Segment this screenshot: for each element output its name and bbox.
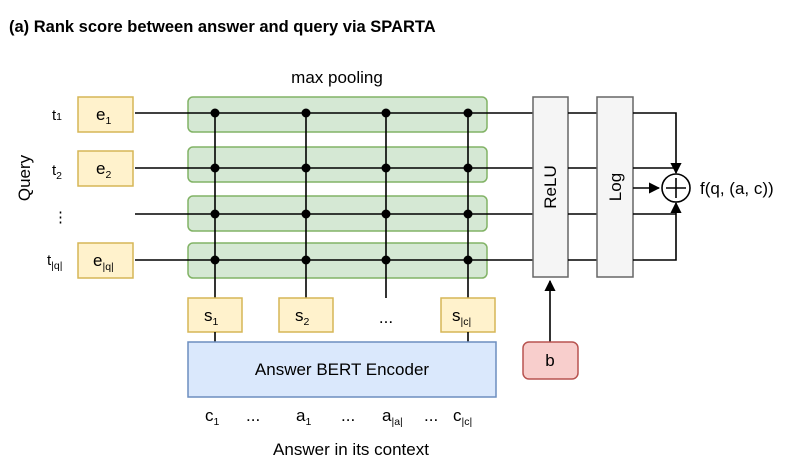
context-token: c|c| (453, 406, 472, 428)
query-lines (135, 112, 533, 261)
context-tokens: c1 ... a1 ... a|a| ... c|c| (205, 406, 472, 428)
bias-label: b (545, 351, 554, 370)
bias-box (522, 341, 579, 380)
encoder-connectors (214, 332, 469, 342)
answer-context-label: Answer in its context (273, 440, 429, 459)
query-embedding: e1 (96, 105, 111, 127)
query-token: t|q| (47, 252, 62, 272)
s-box-label: s2 (295, 306, 310, 328)
query-label: Query (15, 154, 34, 201)
context-token: a|a| (382, 406, 403, 428)
answer-encoder-label: Answer BERT Encoder (255, 360, 430, 379)
context-token: c1 (205, 406, 220, 428)
relu-label: ReLU (541, 165, 560, 208)
pooling-bands (187, 96, 488, 279)
log-sum-lines (633, 112, 682, 261)
s-box-label: s|c| (452, 306, 471, 328)
context-token: ... (341, 406, 355, 425)
output-label: f(q, (a, c)) (700, 179, 774, 198)
query-tokens: t1 t2 ⋮ t|q| (47, 107, 68, 272)
log-label: Log (606, 173, 625, 201)
s-box-label: s1 (204, 306, 219, 328)
query-token: t2 (52, 162, 62, 182)
s-box-ellipsis: ... (379, 308, 393, 327)
relu-log-lines (568, 112, 597, 261)
context-token: ... (424, 406, 438, 425)
query-token-ellipsis: ⋮ (53, 209, 68, 226)
query-embedding: e|q| (93, 251, 114, 273)
context-token: a1 (296, 406, 311, 428)
query-embedding: e2 (96, 159, 111, 181)
max-pooling-label: max pooling (291, 68, 383, 87)
pooling-band-1 (187, 96, 488, 133)
intersection-dots (210, 108, 473, 265)
figure-title: (a) Rank score between answer and query … (9, 18, 436, 36)
s-boxes: s1 s2 ... s|c| (187, 297, 496, 333)
context-token: ... (246, 406, 260, 425)
answer-encoder-box (187, 341, 497, 398)
vertical-lines (214, 113, 469, 298)
relu-box (532, 96, 569, 278)
query-token: t1 (52, 107, 62, 124)
pooling-band-2 (187, 146, 488, 183)
log-box (596, 96, 634, 278)
query-embeddings: e1 e2 e|q| (77, 96, 134, 279)
